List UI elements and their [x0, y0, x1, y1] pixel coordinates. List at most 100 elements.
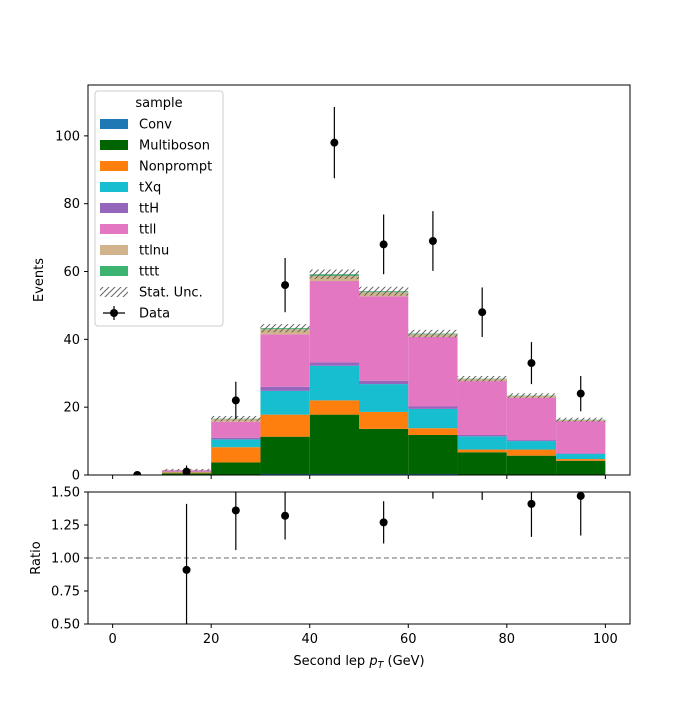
legend-swatch-stat-unc- — [100, 287, 128, 297]
stat-unc-band-bin-4 — [310, 269, 359, 278]
bar-ttll-bin-9 — [556, 421, 605, 453]
ratio-ytick-label: 1.00 — [51, 552, 80, 567]
legend-data-marker — [110, 309, 118, 317]
main-ytick-label: 40 — [63, 333, 80, 348]
legend-label-txq: tXq — [139, 181, 161, 196]
bar-ttll-bin-3 — [260, 334, 309, 387]
ratio-ytick-label: 0.75 — [51, 585, 80, 600]
legend-label-multiboson: Multiboson — [139, 139, 210, 154]
data-point-1 — [183, 468, 191, 476]
bar-tth-bin-3 — [260, 387, 309, 391]
stat-unc-band-bin-6 — [408, 330, 457, 337]
data-point-2 — [232, 396, 240, 404]
stat-unc-band-bin-3 — [260, 324, 309, 332]
bar-tth-bin-9 — [556, 453, 605, 454]
legend-swatch-txq — [100, 182, 128, 192]
main-ytick-label: 20 — [63, 401, 80, 416]
data-point-7 — [478, 308, 486, 316]
bar-ttll-bin-8 — [507, 398, 556, 440]
legend-label-tttt: tttt — [139, 265, 159, 280]
legend-swatch-ttlnu — [100, 245, 128, 255]
main-ytick-label: 60 — [63, 265, 80, 280]
stat-unc-band-bin-5 — [359, 287, 408, 296]
bar-ttll-bin-2 — [211, 422, 260, 438]
ratio-point-1 — [232, 506, 240, 514]
data-point-8 — [527, 359, 535, 367]
bar-nonprompt-bin-8 — [507, 450, 556, 456]
legend-swatch-nonprompt — [100, 161, 128, 171]
data-point-9 — [577, 390, 585, 398]
bar-tth-bin-5 — [359, 381, 408, 384]
legend-label-conv: Conv — [139, 118, 172, 133]
bar-tth-bin-8 — [507, 440, 556, 441]
data-point-3 — [281, 281, 289, 289]
bar-nonprompt-bin-9 — [556, 459, 605, 461]
xlabel-italic-p: p — [368, 654, 377, 669]
bar-multiboson-bin-7 — [458, 452, 507, 475]
bar-nonprompt-bin-3 — [260, 415, 309, 437]
bar-nonprompt-bin-6 — [408, 428, 457, 435]
bar-ttll-bin-5 — [359, 296, 408, 380]
bar-tth-bin-6 — [408, 406, 457, 408]
legend-swatch-tttt — [100, 266, 128, 276]
legend-label-ttll: ttll — [139, 223, 156, 238]
legend-swatch-conv — [100, 119, 128, 129]
stacked-bars — [162, 269, 605, 475]
ratio-point-0 — [183, 566, 191, 574]
ratio-ylabel: Ratio — [29, 541, 44, 574]
ratio-point-2 — [281, 512, 289, 520]
stat-unc-band-bin-7 — [458, 376, 507, 381]
main-ylabel: Events — [32, 258, 47, 302]
legend-swatch-ttll — [100, 224, 128, 234]
bar-txq-bin-8 — [507, 441, 556, 449]
data-point-6 — [429, 237, 437, 245]
bar-multiboson-bin-9 — [556, 461, 605, 475]
bar-txq-bin-7 — [458, 436, 507, 449]
legend-title: sample — [135, 96, 182, 111]
ratio-point-6 — [527, 500, 535, 508]
legend-label-nonprompt: Nonprompt — [139, 160, 212, 175]
bar-txq-bin-4 — [310, 366, 359, 401]
bar-multiboson-bin-2 — [211, 462, 260, 475]
bar-nonprompt-bin-7 — [458, 450, 507, 453]
stat-unc-band-bin-8 — [507, 393, 556, 398]
bar-txq-bin-9 — [556, 454, 605, 459]
bar-txq-bin-6 — [408, 409, 457, 428]
bar-ttll-bin-7 — [458, 381, 507, 435]
bar-multiboson-bin-3 — [260, 437, 309, 474]
main-ytick-label: 100 — [55, 129, 80, 144]
bar-txq-bin-5 — [359, 384, 408, 412]
ratio-xtick-label: 0 — [108, 632, 116, 647]
data-point-5 — [380, 240, 388, 248]
bar-multiboson-bin-5 — [359, 429, 408, 474]
ratio-ytick-label: 1.50 — [51, 486, 80, 501]
main-ytick-label: 0 — [72, 469, 80, 484]
main-ytick-label: 80 — [63, 197, 80, 212]
bar-txq-bin-3 — [260, 391, 309, 415]
bar-tth-bin-7 — [458, 435, 507, 436]
bar-ttll-bin-6 — [408, 337, 457, 407]
bar-nonprompt-bin-2 — [211, 447, 260, 462]
legend-label-ttlnu: ttlnu — [139, 244, 169, 259]
ratio-ytick-label: 1.25 — [51, 519, 80, 534]
xlabel-unit: (GeV) — [383, 654, 424, 669]
bar-txq-bin-2 — [211, 439, 260, 447]
legend: sample Conv Multiboson Nonprompt tXq ttH ttll t… — [95, 91, 223, 326]
xlabel-main-text: Second lep — [293, 654, 369, 669]
bar-nonprompt-bin-4 — [310, 400, 359, 414]
data-point-4 — [330, 139, 338, 147]
bar-tth-bin-4 — [310, 362, 359, 365]
ratio-xtick-label: 60 — [400, 632, 417, 647]
bar-multiboson-bin-4 — [310, 415, 359, 474]
ratio-xtick-label: 100 — [593, 632, 618, 647]
ratio-point-3 — [380, 518, 388, 526]
bar-tth-bin-2 — [211, 438, 260, 440]
legend-label-stat-unc-: Stat. Unc. — [139, 286, 203, 301]
ratio-xlabel: Second lep pT (GeV) — [293, 654, 424, 671]
legend-label-tth: ttH — [139, 202, 159, 217]
bar-multiboson-bin-6 — [408, 435, 457, 474]
stat-unc-band-bin-9 — [556, 418, 605, 422]
